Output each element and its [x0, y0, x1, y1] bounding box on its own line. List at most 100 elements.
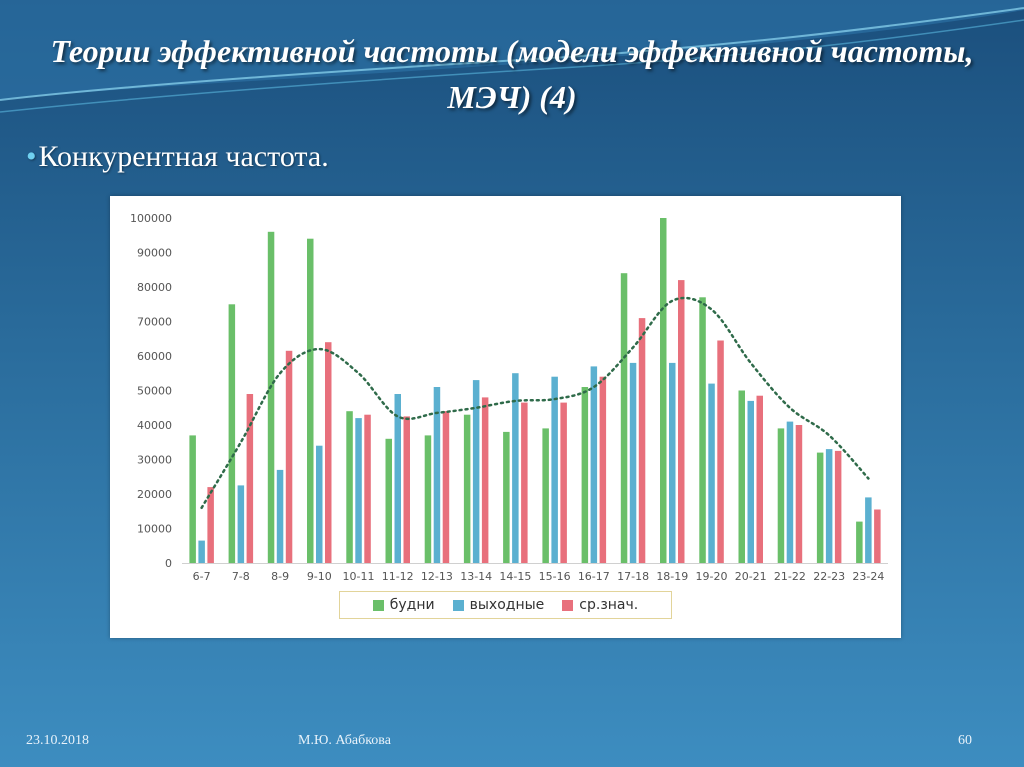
bar-series2-11-12	[403, 416, 410, 563]
chart-legend: будни выходные ср.знач.	[339, 591, 672, 619]
bar-series1-16-17	[590, 366, 598, 563]
bar-series1-7-8	[237, 485, 245, 563]
y-tick-label: 50000	[137, 385, 172, 398]
y-axis-ticks: 0 10000 20000 30000 40000 50000 60000 70000 8000…	[130, 212, 172, 570]
bar-series1-10-11	[355, 418, 362, 563]
bar-series2-7-8	[246, 394, 254, 563]
trendline	[200, 296, 870, 510]
bar-series0-14-15	[503, 431, 510, 563]
x-tick-label: 23-24	[852, 570, 884, 583]
bar-series0-23-24	[856, 521, 863, 563]
bar-series2-23-24	[874, 509, 881, 563]
x-tick-label: 14-15	[499, 570, 531, 583]
x-tick-label: 21-22	[774, 570, 806, 583]
x-tick-label: 8-9	[271, 570, 289, 583]
legend-item-weekend: выходные	[452, 597, 545, 613]
bar-series2-18-19	[678, 280, 685, 563]
chart-panel: 0 10000 20000 30000 40000 50000 60000 70000 8000…	[110, 196, 901, 638]
bar-series0-22-23	[816, 452, 824, 563]
bullet-item: •Конкурентная частота.	[26, 140, 329, 174]
bar-series1-9-10	[316, 445, 323, 563]
bar-series0-11-12	[385, 438, 392, 563]
x-tick-label: 15-16	[539, 570, 571, 583]
bar-series2-9-10	[325, 342, 332, 563]
legend-label-mean: ср.знач.	[579, 597, 639, 613]
bar-series0-6-7	[189, 435, 196, 563]
bar-series0-13-14	[463, 414, 471, 563]
bar-series1-23-24	[865, 497, 872, 563]
bar-series1-22-23	[825, 449, 833, 563]
bar-series2-12-13	[442, 411, 450, 563]
bar-series2-13-14	[481, 397, 489, 563]
x-axis-ticks: 6-7 7-8 8-9 9-10 10-11 11-12 12-13 13-14 14-15 15…	[193, 570, 885, 583]
x-tick-label: 19-20	[696, 570, 728, 583]
legend-label-weekdays: будни	[389, 597, 435, 613]
footer-page-number: 60	[958, 733, 972, 748]
x-tick-label: 7-8	[232, 570, 250, 583]
legend-swatch-weekdays	[372, 599, 384, 611]
bar-series0-15-16	[542, 428, 549, 563]
bar-series0-17-18	[620, 273, 628, 563]
bar-series2-8-9	[285, 350, 293, 563]
bar-series2-14-15	[521, 402, 528, 563]
bullet-text: Конкурентная частота.	[38, 140, 329, 173]
y-tick-label: 70000	[137, 316, 172, 329]
bar-series0-9-10	[307, 238, 314, 563]
bar-series1-15-16	[551, 376, 558, 563]
bar-chart: 0 10000 20000 30000 40000 50000 60000 70000 8000…	[130, 212, 888, 583]
bar-series1-21-22	[786, 421, 794, 563]
y-tick-label: 90000	[137, 247, 172, 260]
bullet-dot-icon: •	[26, 140, 37, 173]
bar-series1-14-15	[512, 373, 519, 563]
bar-series1-18-19	[669, 362, 676, 563]
legend-swatch-mean	[562, 599, 574, 611]
footer-author: М.Ю. Абабкова	[298, 733, 391, 748]
x-tick-label: 18-19	[656, 570, 688, 583]
bar-series1-8-9	[276, 469, 284, 563]
x-tick-label: 16-17	[578, 570, 610, 583]
y-tick-label: 20000	[137, 488, 172, 501]
bar-series0-7-8	[228, 304, 236, 564]
y-tick-label: 0	[165, 557, 172, 570]
bar-series2-20-21	[756, 395, 763, 563]
bar-series2-15-16	[560, 402, 567, 563]
legend-label-weekend: выходные	[469, 597, 545, 613]
bar-series2-17-18	[638, 318, 646, 563]
bar-series1-17-18	[629, 362, 637, 563]
bar-series2-22-23	[834, 450, 842, 563]
bar-series1-6-7	[198, 540, 205, 563]
x-tick-label: 10-11	[343, 570, 375, 583]
x-tick-label: 13-14	[460, 570, 492, 583]
bar-series	[189, 218, 881, 564]
bar-series2-6-7	[207, 487, 214, 563]
bar-series0-18-19	[660, 218, 667, 563]
bar-series1-11-12	[394, 394, 401, 563]
bar-series2-16-17	[599, 376, 607, 563]
legend-swatch-weekend	[452, 599, 464, 611]
x-tick-label: 11-12	[382, 570, 414, 583]
y-tick-label: 60000	[137, 350, 172, 363]
y-tick-label: 80000	[137, 281, 172, 294]
bar-series0-20-21	[738, 390, 745, 563]
bar-series1-12-13	[433, 387, 441, 563]
x-tick-label: 17-18	[617, 570, 649, 583]
footer-date: 23.10.2018	[26, 733, 89, 748]
bar-series0-16-17	[581, 387, 589, 563]
y-tick-label: 40000	[137, 419, 172, 432]
legend-item-mean: ср.знач.	[562, 597, 638, 613]
y-tick-label: 10000	[137, 523, 172, 536]
bar-series0-19-20	[699, 297, 706, 563]
legend-item-weekdays: будни	[372, 597, 435, 613]
bar-series0-21-22	[777, 428, 785, 563]
bar-series0-8-9	[267, 231, 275, 564]
bar-series2-10-11	[364, 414, 371, 563]
bar-series1-19-20	[708, 383, 715, 563]
x-tick-label: 20-21	[735, 570, 767, 583]
bar-series1-20-21	[747, 400, 754, 563]
bar-series0-10-11	[346, 411, 353, 563]
y-tick-label: 30000	[137, 454, 172, 467]
x-tick-label: 22-23	[813, 570, 845, 583]
y-tick-label: 100000	[130, 212, 172, 225]
bar-series1-13-14	[472, 380, 480, 563]
slide-title: Теории эффективной частоты (модели эффек…	[50, 33, 974, 115]
